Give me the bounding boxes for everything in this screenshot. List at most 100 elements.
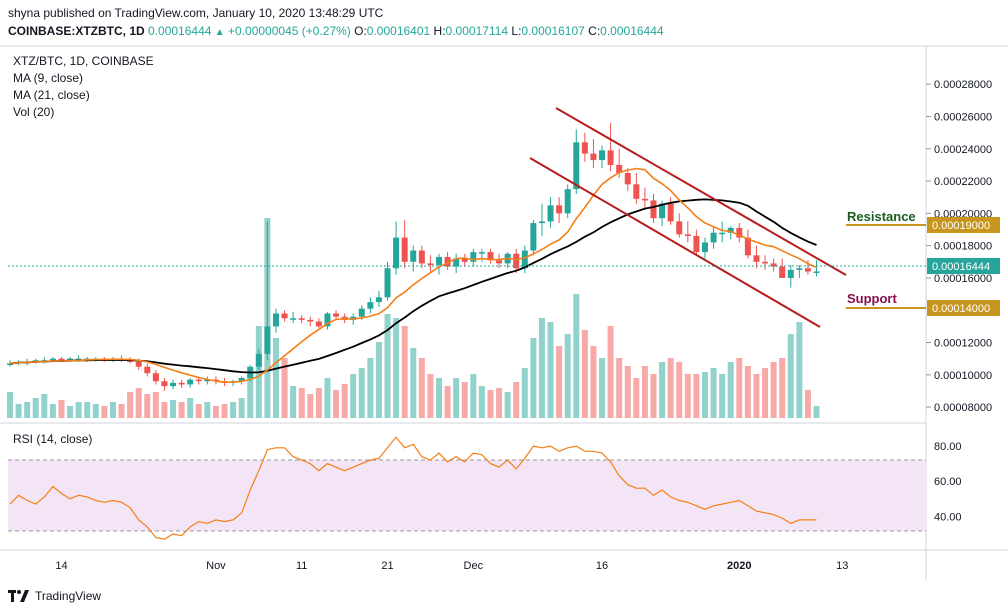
volume-bar (187, 398, 194, 418)
candle (152, 369, 159, 385)
volume-bar (315, 388, 322, 418)
candle-body (804, 268, 811, 272)
high-label: H: (433, 24, 446, 38)
candle-body (779, 266, 786, 278)
volume-bar (633, 378, 640, 418)
candle (779, 258, 786, 278)
volume-bar (710, 368, 717, 418)
candle-body (444, 256, 451, 267)
candle (676, 213, 683, 238)
volume-bar (607, 326, 614, 418)
volume-bar (478, 386, 485, 418)
price-axis[interactable]: 0.00028000 0.00026000 0.00024000 0.00022000… (926, 79, 992, 414)
candle-body (744, 237, 751, 256)
publisher-header: shyna published on TradingView.com, Janu… (8, 6, 384, 20)
candle (272, 308, 279, 333)
volume-bar (470, 374, 477, 418)
candle-body (393, 237, 400, 269)
legend-volume[interactable]: Vol (20) (13, 105, 55, 119)
volume-bar (58, 400, 65, 418)
volume-bar (762, 368, 769, 418)
candle-body (461, 258, 468, 262)
tradingview-logo-icon (8, 590, 29, 602)
price-tick-label: 0.00022000 (934, 176, 992, 188)
volume-bar (152, 392, 159, 418)
candle-body (333, 313, 340, 317)
candle (513, 248, 520, 274)
volume-bar (230, 402, 237, 418)
volume-bar (290, 386, 297, 418)
candle (487, 248, 494, 264)
rsi-axis[interactable]: 80.00 60.00 40.00 (934, 441, 962, 523)
chart-legend: XTZ/BTC, 1D, COINBASE MA (9, close) MA (… (13, 53, 154, 121)
candle-body (787, 269, 794, 278)
volume-bar (641, 366, 648, 418)
volume-bar (736, 358, 743, 418)
volume-bar (590, 346, 597, 418)
brand-name: TradingView (35, 589, 102, 603)
candle (796, 265, 803, 278)
high-value: 0.00017114 (445, 24, 509, 38)
price-tick-label: 0.00016000 (934, 273, 992, 285)
rsi-legend[interactable]: RSI (14, close) (13, 432, 93, 446)
volume-bar (547, 322, 554, 418)
candle (599, 145, 606, 169)
candle-body (521, 250, 528, 269)
candle-body (547, 205, 554, 222)
candle (315, 318, 322, 328)
time-tick-label: 11 (296, 560, 307, 572)
volume-bar (367, 358, 374, 418)
legend-ma9[interactable]: MA (9, close) (13, 71, 84, 85)
low-label: L: (511, 24, 522, 38)
candle-body (401, 237, 408, 262)
volume-bar (358, 368, 365, 418)
candle-body (204, 379, 211, 382)
volume-bar (127, 392, 134, 418)
candle (710, 226, 717, 249)
legend-ma21[interactable]: MA (21, close) (13, 88, 90, 102)
candle-body (324, 313, 331, 327)
time-axis[interactable]: 14 Nov 11 21 Dec 16 2020 13 (55, 560, 848, 572)
candle-body (753, 255, 760, 262)
time-tick-label: 16 (596, 560, 608, 572)
current-price-tag (927, 258, 1000, 274)
candle-body (453, 258, 460, 267)
candle-body (418, 250, 425, 264)
volume-bar (444, 386, 451, 418)
rsi-tick-label: 40.00 (934, 511, 962, 523)
candle (727, 226, 734, 240)
candle-body (170, 382, 177, 387)
candle (590, 139, 597, 169)
time-tick-label: Nov (206, 560, 226, 572)
open-value: 0.00016401 (366, 24, 431, 38)
candle-body (238, 378, 245, 382)
candle-body (7, 363, 13, 365)
volume-bar (24, 402, 31, 418)
candle-body (375, 297, 382, 303)
volume-bar (779, 358, 786, 418)
volume-bar (573, 294, 580, 418)
time-tick-label: Dec (464, 560, 484, 572)
candle (538, 203, 545, 236)
candle-body (770, 263, 777, 267)
candle-body (187, 379, 194, 385)
candle-body (633, 184, 640, 199)
candle-body (255, 353, 262, 367)
candle (496, 253, 503, 269)
candle (581, 132, 588, 162)
volume-bar (15, 404, 22, 418)
candle (367, 297, 374, 314)
candle-body (272, 313, 279, 327)
candle (187, 378, 194, 388)
volume-bar (324, 378, 331, 418)
candle-body (161, 381, 168, 387)
candle (813, 260, 820, 277)
candle-body (641, 198, 648, 201)
candle-body (315, 321, 322, 327)
volume-bar (298, 388, 305, 418)
candle (753, 245, 760, 269)
tradingview-footer[interactable]: TradingView (8, 589, 101, 603)
candle (521, 245, 528, 274)
candle (633, 173, 640, 204)
